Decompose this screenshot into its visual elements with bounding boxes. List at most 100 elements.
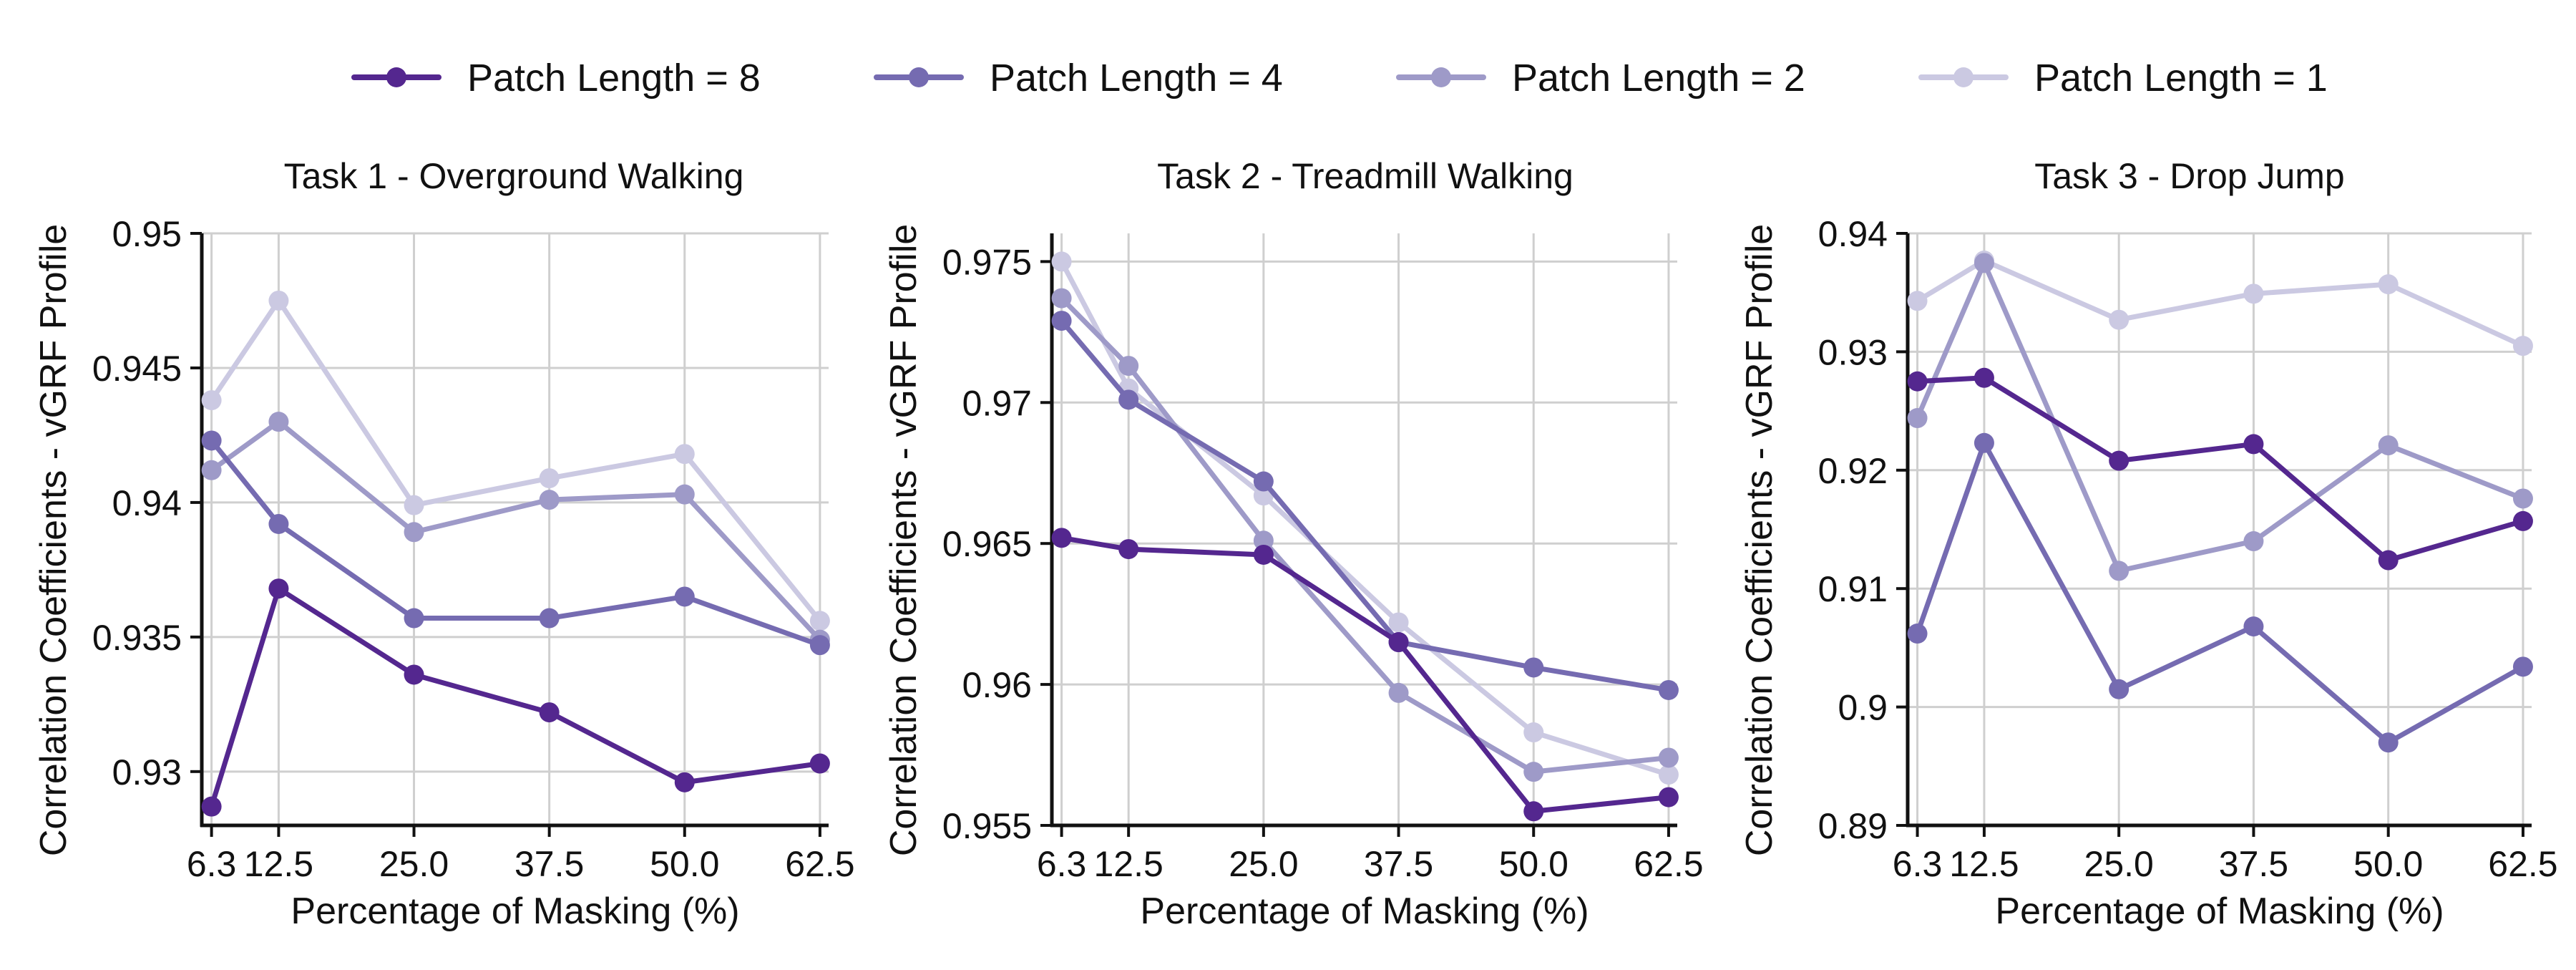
legend-item: Patch Length = 1	[1918, 57, 2328, 100]
data-point	[809, 611, 830, 631]
data-point	[809, 753, 830, 774]
data-point	[201, 796, 222, 817]
data-point	[1118, 356, 1139, 377]
data-point	[2378, 435, 2399, 456]
x-tick-label: 6.3	[1893, 844, 1943, 884]
panel-title: Task 1 - Overground Walking	[284, 156, 744, 196]
data-point	[1658, 787, 1679, 807]
data-point	[2512, 336, 2533, 357]
data-point	[539, 490, 560, 510]
data-point	[1388, 632, 1409, 653]
legend-label: Patch Length = 2	[1512, 57, 1805, 100]
data-point	[539, 468, 560, 489]
y-tick-label: 0.96	[962, 665, 1032, 705]
data-point	[2109, 679, 2129, 699]
x-tick-label: 25.0	[2084, 844, 2154, 884]
data-point	[539, 702, 560, 723]
legend-label: Patch Length = 8	[467, 57, 761, 100]
legend-item: Patch Length = 2	[1396, 57, 1805, 100]
y-tick-label: 0.91	[1818, 569, 1888, 609]
panel-1: 6.3 12.5 25.0 37.5 50.0 62.5 0.93 0.935 0.94 0.94…	[33, 156, 855, 932]
data-point	[1974, 367, 1994, 388]
y-tick-label: 0.97	[962, 383, 1032, 423]
series-line	[1059, 296, 1672, 775]
x-tick-label: 25.0	[379, 844, 449, 884]
x-tick-label: 12.5	[1949, 844, 2019, 884]
data-point	[2243, 434, 2264, 455]
data-point	[1907, 291, 1928, 311]
data-point	[674, 586, 695, 607]
x-axis-label: Percentage of Masking (%)	[1140, 891, 1589, 932]
x-tick-label: 37.5	[2219, 844, 2288, 884]
data-point	[1907, 624, 1928, 644]
series-patch-length-8	[1051, 528, 1679, 822]
y-tick-label: 0.94	[1818, 214, 1888, 254]
data-point	[1118, 389, 1139, 410]
data-point	[1658, 765, 1679, 785]
series-patch-length-4	[201, 430, 830, 656]
legend-label: Patch Length = 4	[990, 57, 1283, 100]
data-point	[674, 484, 695, 505]
panel-title: Task 2 - Treadmill Walking	[1157, 156, 1574, 196]
y-tick-label: 0.975	[942, 242, 1032, 282]
x-tick-label: 50.0	[2353, 844, 2423, 884]
data-point	[1658, 679, 1679, 700]
data-point	[674, 772, 695, 792]
legend-marker	[1431, 67, 1451, 87]
x-tick-label: 37.5	[514, 844, 584, 884]
y-tick-label: 0.935	[92, 618, 182, 658]
series-line	[1915, 258, 2526, 349]
series-patch-length-1	[1051, 251, 1679, 785]
y-tick-label: 0.89	[1818, 806, 1888, 846]
data-point	[1051, 528, 1072, 548]
x-tick-label: 6.3	[187, 844, 237, 884]
y-tick-label: 0.93	[112, 752, 182, 792]
data-point	[1974, 432, 1994, 453]
data-point	[809, 635, 830, 656]
data-point	[268, 513, 289, 534]
x-tick-label: 62.5	[2488, 844, 2557, 884]
series-line	[1915, 260, 2526, 573]
data-point	[2512, 488, 2533, 509]
data-point	[404, 608, 424, 629]
series-line	[209, 298, 823, 624]
y-axis-label: Correlation Coefficients - vGRF Profile	[33, 224, 74, 856]
series-line	[1059, 318, 1672, 693]
data-point	[2109, 561, 2129, 581]
data-point	[1118, 539, 1139, 560]
data-point	[268, 290, 289, 311]
x-axis-label: Percentage of Masking (%)	[291, 891, 739, 932]
y-tick-label: 0.92	[1818, 451, 1888, 491]
series-line	[209, 419, 823, 643]
series-patch-length-2	[1907, 253, 2533, 581]
legend: Patch Length = 8 Patch Length = 4 Patch Le…	[351, 57, 2328, 100]
data-point	[1974, 253, 1994, 273]
x-tick-label: 50.0	[650, 844, 719, 884]
data-point	[201, 390, 222, 411]
x-axis-label: Percentage of Masking (%)	[1995, 891, 2444, 932]
series-patch-length-1	[201, 290, 830, 631]
series-patch-length-4	[1907, 432, 2533, 753]
data-point	[1253, 471, 1274, 492]
panel-3: 6.3 12.5 25.0 37.5 50.0 62.5 0.89 0.9 0.91 0.92 0.…	[1739, 156, 2558, 932]
data-point	[1907, 408, 1928, 429]
panels: 6.3 12.5 25.0 37.5 50.0 62.50.930.9350.940.94…	[33, 156, 2558, 932]
data-point	[1523, 657, 1544, 678]
x-tick-label: 12.5	[1094, 844, 1163, 884]
series-line	[1059, 258, 1672, 777]
data-point	[2243, 531, 2264, 552]
y-tick-label: 0.9	[1838, 688, 1888, 728]
data-point	[1523, 722, 1544, 743]
data-point	[2109, 450, 2129, 471]
legend-marker	[1953, 67, 1974, 87]
panel-2: 6.3 12.5 25.0 37.5 50.0 62.5 0.955 0.96 0.965 0.9…	[883, 156, 1704, 932]
x-tick-label: 62.5	[1634, 844, 1703, 884]
data-point	[1253, 530, 1274, 551]
data-point	[1523, 801, 1544, 822]
series-line	[1915, 375, 2526, 563]
data-point	[1907, 371, 1928, 392]
data-point	[1523, 762, 1544, 782]
gridlines	[1908, 232, 2532, 827]
data-point	[201, 430, 222, 451]
